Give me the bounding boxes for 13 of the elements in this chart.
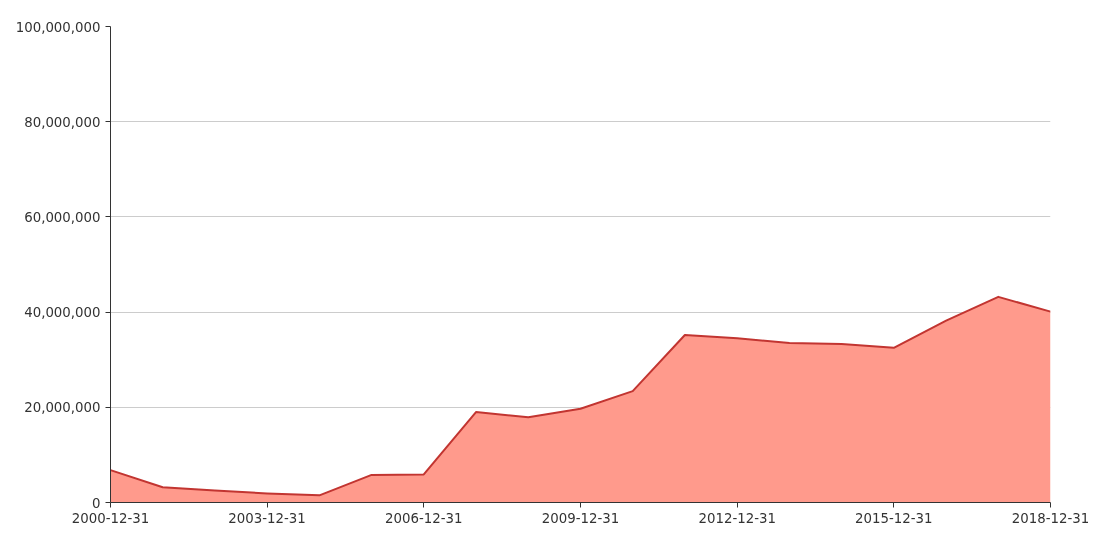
x-tick-label: 2009-12-31 — [541, 510, 620, 526]
x-tick-label: 2012-12-31 — [698, 510, 776, 526]
y-tick-label: 100,000,000 — [15, 19, 101, 35]
x-tick-label: 2015-12-31 — [855, 510, 933, 526]
x-tick-label: 2018-12-31 — [1011, 510, 1090, 526]
x-tick-label: 2006-12-31 — [385, 510, 463, 526]
y-tick-label: 40,000,000 — [24, 305, 101, 321]
x-tick-label: 2000-12-31 — [71, 510, 150, 526]
y-tick-label: 80,000,000 — [24, 114, 101, 130]
y-tick-label: 0 — [92, 495, 101, 511]
x-tick-label: 2003-12-31 — [228, 510, 306, 526]
y-tick-label: 60,000,000 — [24, 209, 101, 225]
y-tick-label: 20,000,000 — [24, 400, 101, 416]
